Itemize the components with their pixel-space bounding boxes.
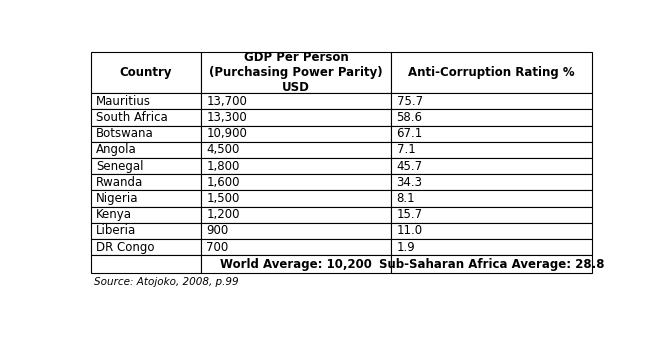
Text: 15.7: 15.7 — [396, 208, 423, 221]
Bar — [392, 52, 591, 93]
Bar — [201, 142, 392, 158]
Bar — [392, 93, 591, 109]
Bar — [201, 223, 392, 239]
Text: World Average: 10,200: World Average: 10,200 — [220, 258, 372, 271]
Text: 1,800: 1,800 — [206, 160, 240, 173]
Bar — [392, 174, 591, 190]
Bar — [201, 207, 392, 223]
Bar — [91, 109, 201, 126]
Bar — [91, 239, 201, 255]
Text: 34.3: 34.3 — [396, 176, 422, 189]
Text: Mauritius: Mauritius — [96, 95, 151, 108]
Text: Botswana: Botswana — [96, 127, 154, 140]
Text: Anti-Corruption Rating %: Anti-Corruption Rating % — [408, 66, 575, 79]
Bar — [91, 207, 201, 223]
Text: DR Congo: DR Congo — [96, 240, 155, 254]
Bar — [392, 255, 591, 273]
Bar — [392, 158, 591, 174]
Text: Kenya: Kenya — [96, 208, 132, 221]
Bar — [91, 126, 201, 142]
Bar — [91, 93, 201, 109]
Text: 8.1: 8.1 — [396, 192, 415, 205]
Bar — [201, 190, 392, 207]
Bar — [392, 239, 591, 255]
Text: 700: 700 — [206, 240, 228, 254]
Bar — [91, 142, 201, 158]
Text: Sub-Saharan Africa Average: 28.8: Sub-Saharan Africa Average: 28.8 — [379, 258, 604, 271]
Text: Liberia: Liberia — [96, 224, 137, 237]
Bar — [392, 190, 591, 207]
Text: Country: Country — [120, 66, 172, 79]
Text: 11.0: 11.0 — [396, 224, 423, 237]
Bar — [201, 174, 392, 190]
Text: Source: Atojoko, 2008, p.99: Source: Atojoko, 2008, p.99 — [93, 277, 238, 287]
Text: 67.1: 67.1 — [396, 127, 423, 140]
Text: Rwanda: Rwanda — [96, 176, 143, 189]
Text: 4,500: 4,500 — [206, 143, 240, 156]
Text: 1,500: 1,500 — [206, 192, 240, 205]
Text: 1.9: 1.9 — [396, 240, 416, 254]
Bar — [91, 223, 201, 239]
Text: 13,700: 13,700 — [206, 95, 247, 108]
Text: Senegal: Senegal — [96, 160, 144, 173]
Text: 7.1: 7.1 — [396, 143, 416, 156]
Bar — [392, 109, 591, 126]
Bar — [392, 126, 591, 142]
Text: 45.7: 45.7 — [396, 160, 423, 173]
Text: Angola: Angola — [96, 143, 137, 156]
Bar — [201, 93, 392, 109]
Text: 1,600: 1,600 — [206, 176, 240, 189]
Text: GDP Per Person
(Purchasing Power Parity)
USD: GDP Per Person (Purchasing Power Parity)… — [209, 51, 383, 94]
Bar — [201, 239, 392, 255]
Text: Nigeria: Nigeria — [96, 192, 139, 205]
Bar — [201, 255, 392, 273]
Text: South Africa: South Africa — [96, 111, 168, 124]
Text: 75.7: 75.7 — [396, 95, 423, 108]
Bar — [201, 158, 392, 174]
Bar — [91, 190, 201, 207]
Text: 10,900: 10,900 — [206, 127, 247, 140]
Bar — [201, 52, 392, 93]
Bar — [201, 126, 392, 142]
Text: 58.6: 58.6 — [396, 111, 422, 124]
Bar — [91, 158, 201, 174]
Bar — [201, 109, 392, 126]
Text: 900: 900 — [206, 224, 228, 237]
Bar — [91, 255, 201, 273]
Bar — [392, 142, 591, 158]
Text: 13,300: 13,300 — [206, 111, 247, 124]
Bar — [392, 207, 591, 223]
Bar — [91, 52, 201, 93]
Bar — [91, 174, 201, 190]
Text: 1,200: 1,200 — [206, 208, 240, 221]
Bar — [392, 223, 591, 239]
